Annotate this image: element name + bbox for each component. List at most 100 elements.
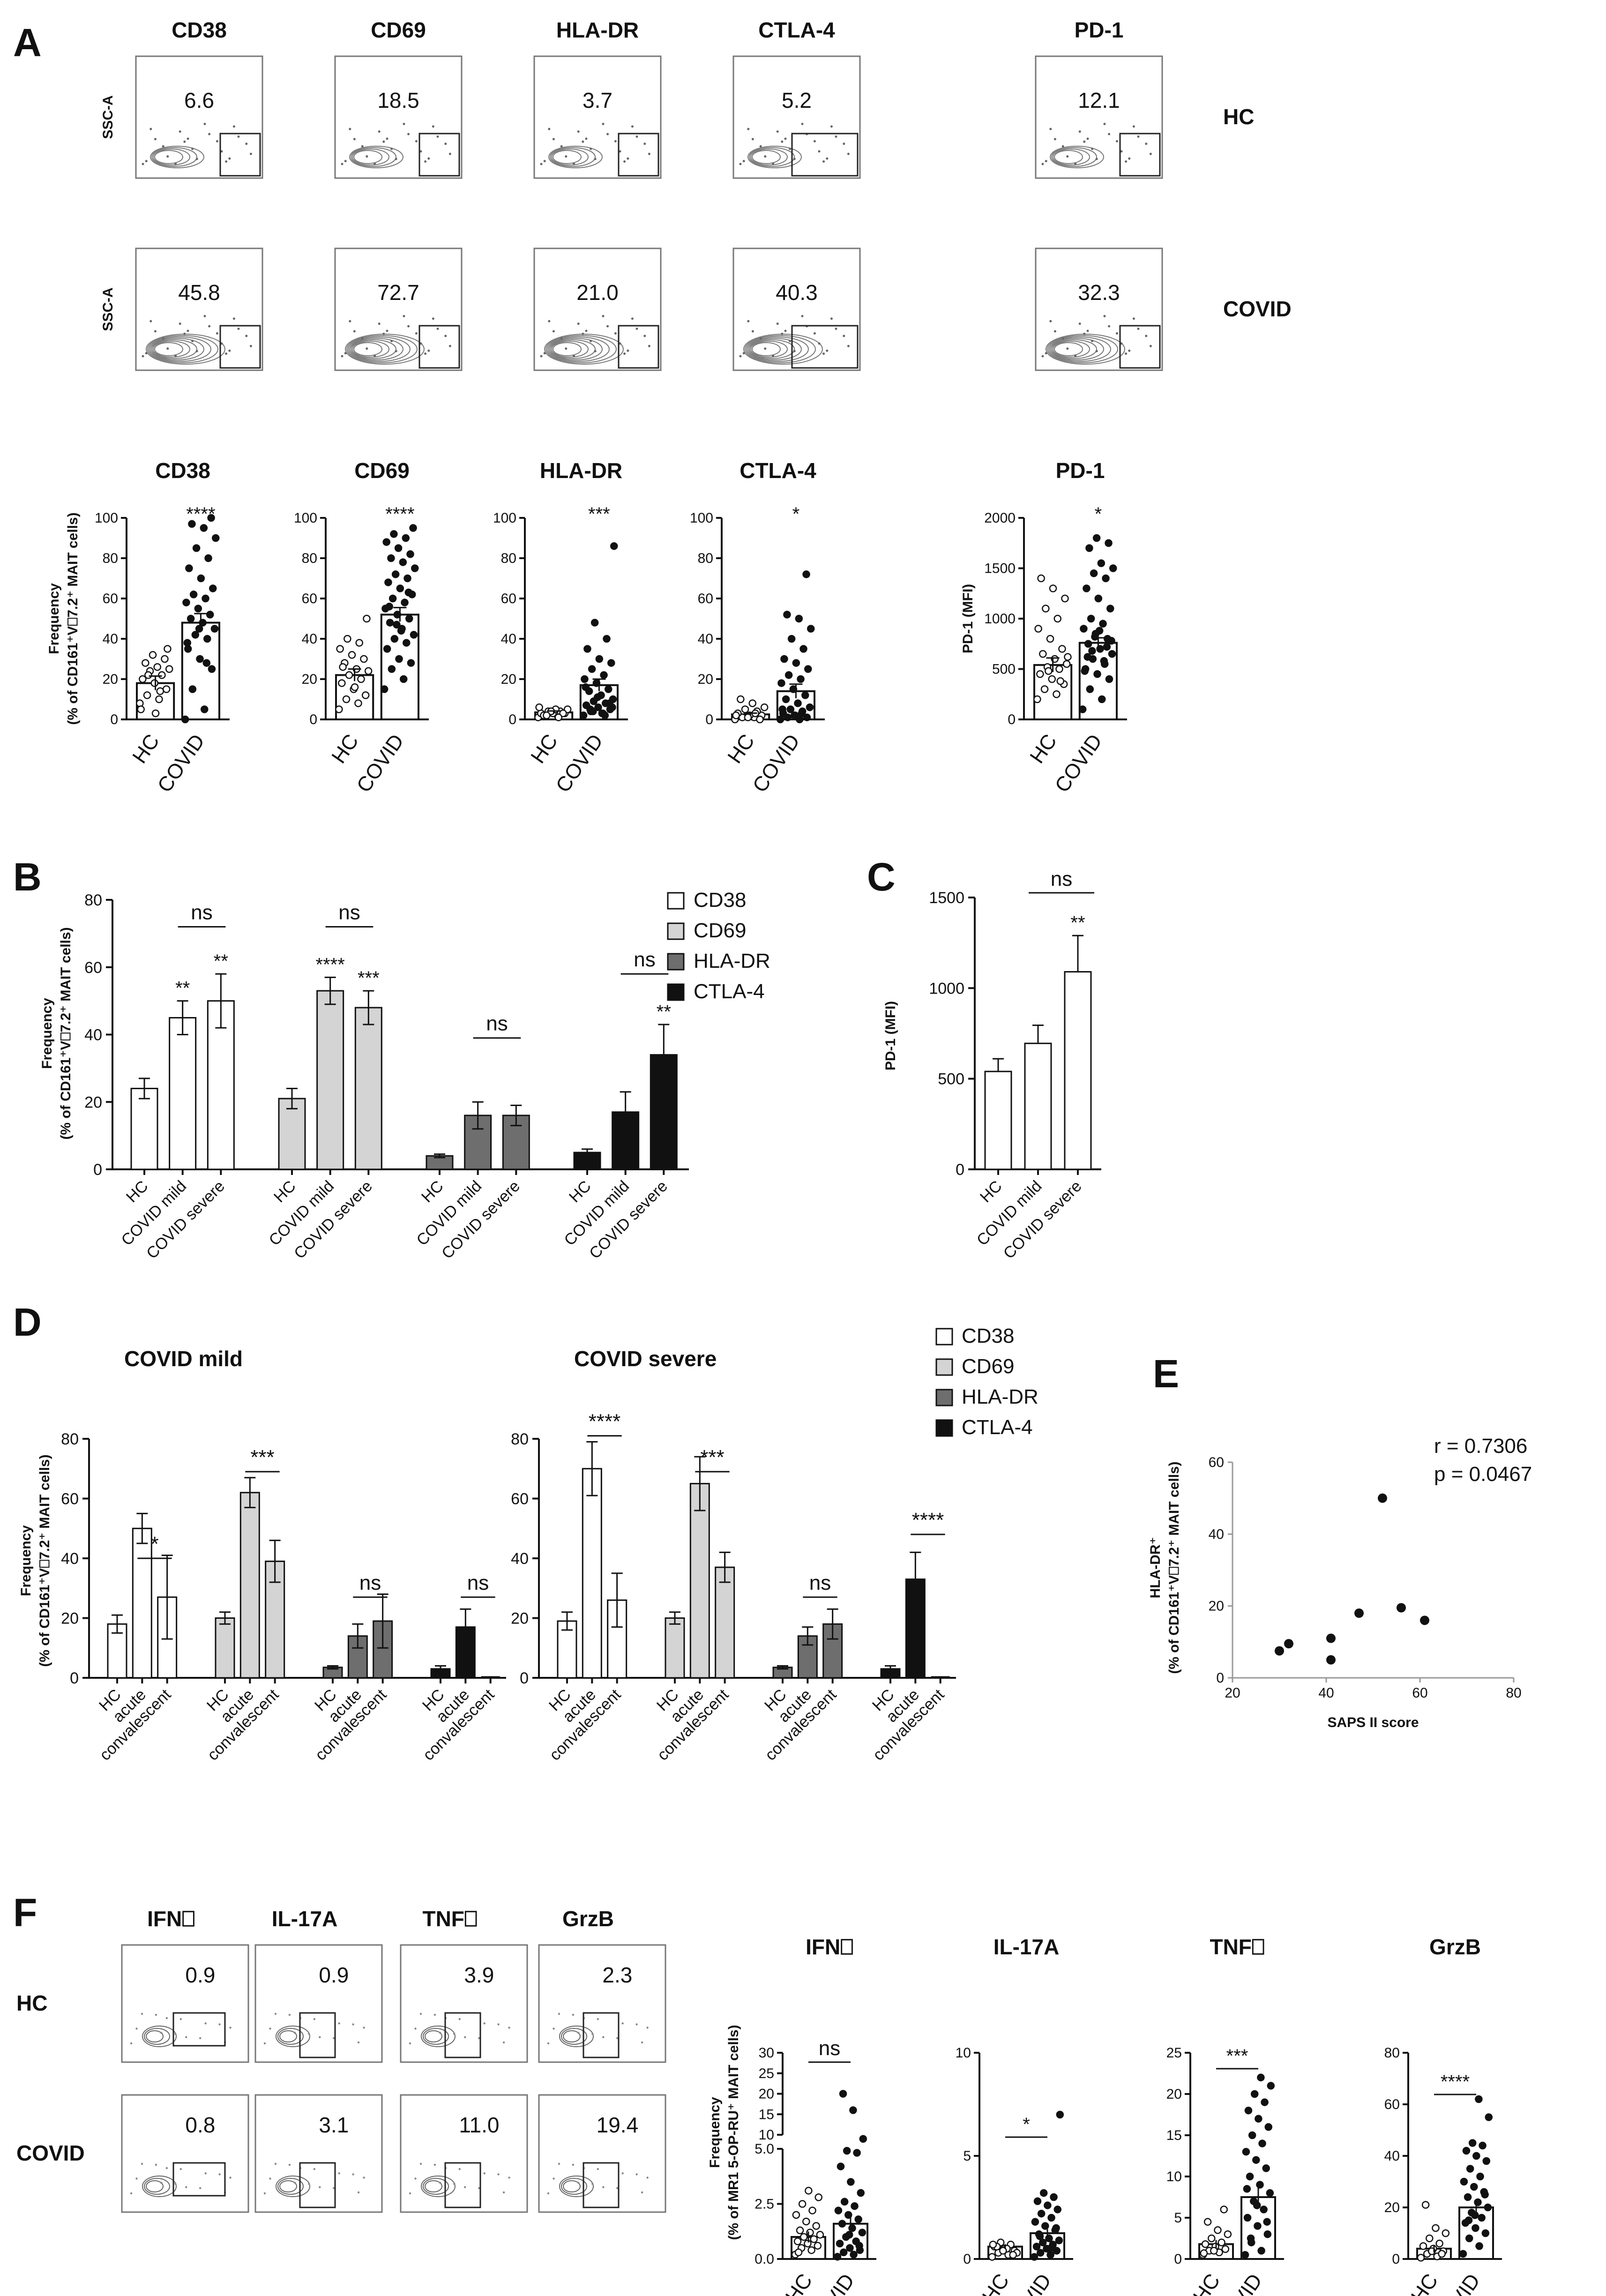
flow-event-dot [1049, 127, 1052, 130]
flow-event-dot [444, 142, 447, 145]
flow-event-dot [635, 2173, 638, 2176]
flow-event-dot [789, 148, 792, 150]
covid-dot [385, 602, 393, 611]
legend-label: HLA-DR [694, 950, 770, 972]
covid-dot [1105, 539, 1113, 547]
flow-event-dot [602, 2186, 605, 2188]
flow-contour [1053, 149, 1090, 165]
flow-event-dot [558, 2012, 560, 2015]
hc-dot [1033, 695, 1041, 703]
covid-dot [839, 2090, 847, 2098]
covid-dot [799, 645, 807, 653]
y-tick-label: 20 [1166, 2087, 1182, 2102]
y-tick-label: 60 [103, 591, 118, 606]
y-tick-label: 0 [956, 1161, 964, 1179]
flow-event-dot [415, 140, 418, 142]
correlation-p: p = 0.0467 [1434, 1463, 1532, 1486]
covid-dot [1470, 2183, 1478, 2191]
y-tick-label: 0 [110, 712, 118, 727]
hc-dot [988, 2253, 996, 2261]
flow-event-dot [333, 2187, 335, 2189]
covid-dot [851, 2202, 859, 2210]
flow-event-dot [366, 347, 368, 350]
flow-event-dot [419, 2162, 422, 2165]
covid-dot [845, 2231, 853, 2239]
flow-event-dot [199, 2187, 202, 2189]
flow-contour [351, 147, 396, 167]
flow-contour [553, 150, 582, 164]
y-tick-label: 0.0 [754, 2251, 774, 2267]
flow-event-dot [191, 148, 194, 150]
covid-dot [183, 639, 191, 647]
covid-dot [794, 699, 802, 707]
flow-event-dot [602, 2036, 605, 2038]
y-tick-label: 1000 [984, 611, 1016, 627]
flow-contour [563, 2180, 581, 2192]
flow-event-dot [776, 322, 779, 325]
y-tick-label: 2.5 [754, 2197, 774, 2212]
flow-event-dot [1083, 140, 1086, 143]
flow-event-dot [585, 329, 588, 332]
flow-event-dot [427, 157, 430, 160]
flow-event-dot [203, 315, 206, 317]
covid-dot [582, 683, 590, 691]
flow-event-dot [641, 2041, 643, 2044]
y-tick-label: 0 [520, 1669, 529, 1687]
flow-plot-box [121, 1944, 249, 2063]
covid-dot [1046, 2244, 1054, 2253]
bracket-label: ns [338, 901, 360, 924]
flow-axis-label: SSC-A [100, 287, 116, 331]
hc-dot [1064, 653, 1072, 661]
covid-dot [801, 691, 809, 699]
flow-contour [353, 342, 382, 356]
flow-gate [299, 2162, 336, 2208]
covid-dot [1254, 2222, 1262, 2230]
hc-dot [153, 663, 161, 671]
flow-event-dot [361, 337, 364, 340]
flow-event-dot [458, 2168, 461, 2170]
hc-dot [1442, 2229, 1450, 2237]
flow-event-dot [130, 2192, 133, 2195]
hc-dot [748, 699, 756, 707]
y-tick-label: 100 [294, 510, 317, 526]
covid-dot [1459, 2250, 1467, 2258]
flow-event-dot [249, 152, 252, 155]
flow-event-dot [166, 347, 169, 350]
covid-dot [410, 631, 418, 639]
flow-plot-box [538, 2094, 666, 2213]
flow-event-dot [179, 322, 181, 325]
hc-dot [137, 705, 145, 713]
flow-event-dot [1053, 138, 1056, 141]
flow-contour [1050, 146, 1104, 168]
flow-event-dot [288, 2013, 291, 2016]
covid-dot [853, 2149, 861, 2157]
flow-event-dot [616, 2187, 619, 2189]
y-tick-label: 25 [1166, 2045, 1182, 2061]
flow-event-dot [597, 2168, 599, 2170]
flow-event-dot [174, 2183, 177, 2185]
data-point [1378, 1493, 1387, 1503]
y-tick-label: 100 [493, 510, 516, 526]
flow-event-dot [1115, 332, 1118, 335]
flow-event-dot [149, 320, 152, 322]
flow-plot-box [1035, 247, 1163, 371]
covid-dot [579, 711, 588, 719]
flow-event-dot [313, 2168, 315, 2170]
y-tick-label: 80 [84, 891, 102, 909]
covid-dot [846, 2244, 854, 2252]
flow-event-dot [390, 148, 393, 150]
covid-dot [1094, 594, 1103, 603]
flow-event-dot [577, 2182, 580, 2184]
legend-swatch [667, 983, 685, 1001]
covid-dot [187, 614, 195, 623]
y-tick-label: 0 [70, 1669, 79, 1687]
covid-dot [784, 671, 793, 679]
y-axis-label: (% of CD161⁺V⎕7.2⁺ MAIT cells) [58, 927, 74, 1139]
y-tick-label: 40 [511, 1550, 529, 1568]
y-tick-label: 1500 [984, 561, 1016, 576]
flow-event-dot [483, 2022, 486, 2025]
flow-event-dot [784, 137, 787, 140]
covid-dot [387, 554, 395, 562]
flow-event-dot [1083, 332, 1086, 335]
flow-event-dot [818, 150, 821, 153]
